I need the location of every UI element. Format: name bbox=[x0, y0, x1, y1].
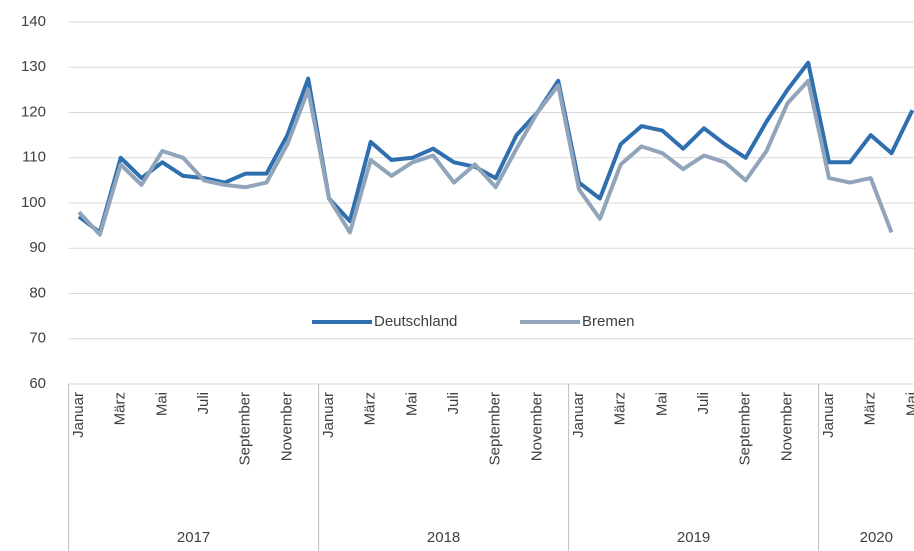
y-tick-label: 120 bbox=[21, 103, 46, 120]
x-tick-label: September bbox=[487, 392, 504, 465]
y-tick-label: 130 bbox=[21, 58, 46, 75]
y-tick-label: 100 bbox=[21, 194, 46, 211]
x-group-label: 2017 bbox=[177, 529, 210, 546]
series-line bbox=[77, 78, 894, 237]
x-tick-label: Juli bbox=[695, 392, 712, 415]
x-tick-label: Januar bbox=[70, 392, 87, 438]
x-group-label: 2019 bbox=[677, 529, 710, 546]
x-tick-label: Mai bbox=[653, 392, 670, 416]
x-tick-label: September bbox=[237, 392, 254, 465]
x-group-label: 2020 bbox=[860, 529, 893, 546]
x-tick-label: Januar bbox=[570, 392, 587, 438]
x-tick-label: Mai bbox=[153, 392, 170, 416]
x-tick-label: November bbox=[528, 392, 545, 461]
x-tick-label: Mai bbox=[403, 392, 420, 416]
x-tick-label: September bbox=[737, 392, 754, 465]
y-tick-label: 90 bbox=[29, 239, 46, 256]
x-tick-label: Juli bbox=[445, 392, 462, 415]
y-tick-label: 60 bbox=[29, 375, 46, 392]
x-group-label: 2018 bbox=[427, 529, 460, 546]
y-tick-label: 80 bbox=[29, 284, 46, 301]
x-tick-label: November bbox=[278, 392, 295, 461]
y-tick-label: 140 bbox=[21, 13, 46, 30]
x-tick-label: März bbox=[112, 392, 129, 425]
x-tick-label: März bbox=[362, 392, 379, 425]
x-tick-label: Januar bbox=[820, 392, 837, 438]
x-tick-label: Januar bbox=[320, 392, 337, 438]
legend-label: Deutschland bbox=[374, 313, 457, 330]
y-tick-label: 70 bbox=[29, 330, 46, 347]
y-tick-label: 110 bbox=[22, 149, 46, 166]
legend-label: Bremen bbox=[582, 313, 635, 330]
x-tick-label: November bbox=[778, 392, 795, 461]
x-tick-label: März bbox=[612, 392, 629, 425]
series-line bbox=[77, 60, 914, 235]
x-tick-label: März bbox=[862, 392, 879, 425]
x-tick-label: Mai bbox=[903, 392, 914, 416]
x-tick-label: Juli bbox=[195, 392, 212, 415]
